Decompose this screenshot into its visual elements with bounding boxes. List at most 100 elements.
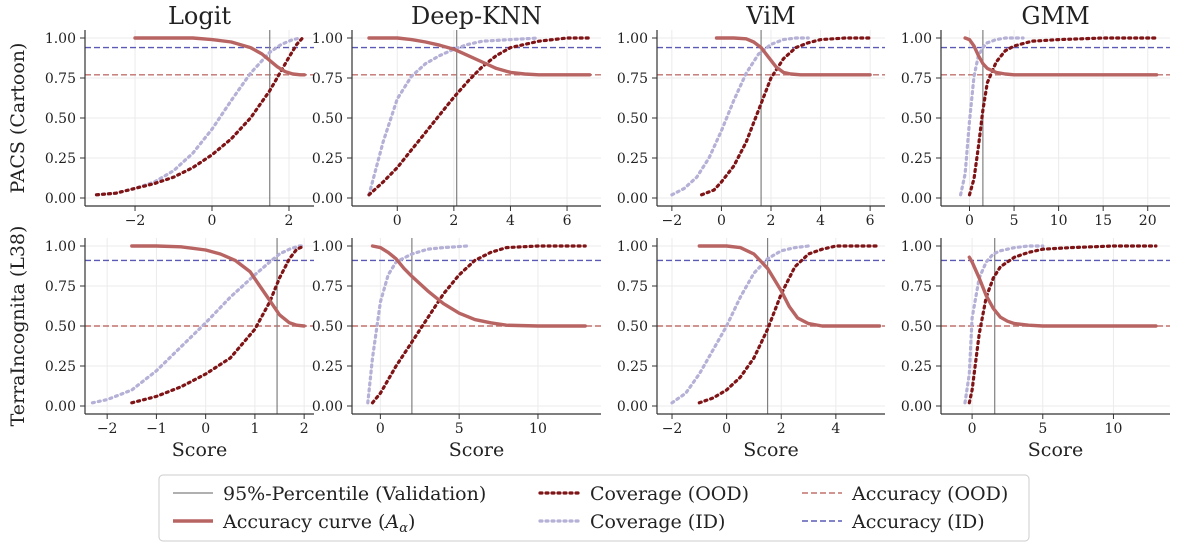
y-tick-label: 0.25 bbox=[45, 151, 76, 167]
y-tick-label: 0.25 bbox=[312, 359, 343, 375]
y-tick-label: 1.00 bbox=[312, 239, 343, 255]
x-tick-label: 2 bbox=[767, 213, 776, 229]
legend: 95%-Percentile (Validation) Accuracy curv… bbox=[158, 474, 1030, 542]
x-tick-label: 5 bbox=[1038, 421, 1047, 437]
x-tick-label: 4 bbox=[831, 421, 840, 437]
y-tick-label: 0.50 bbox=[45, 319, 76, 335]
y-tick-label: 0.00 bbox=[901, 399, 932, 415]
accuracy-curve-series bbox=[697, 244, 882, 328]
y-tick-label: 0.00 bbox=[617, 191, 648, 207]
legend-label-pct: 95%-Percentile (Validation) bbox=[223, 483, 486, 505]
x-tick-label: 10 bbox=[1105, 421, 1123, 437]
row-label: PACS (Cartoon) bbox=[7, 43, 29, 194]
y-tick-label: 0.25 bbox=[617, 359, 648, 375]
x-tick-label: 10 bbox=[529, 421, 547, 437]
accuracy-curve-series bbox=[963, 36, 1159, 77]
accuracy-curve-series bbox=[367, 36, 592, 77]
y-tick-label: 0.00 bbox=[312, 399, 343, 415]
y-tick-label: 1.00 bbox=[45, 239, 76, 255]
y-tick-label: 0.25 bbox=[901, 359, 932, 375]
coverage-id-series bbox=[958, 36, 1025, 197]
y-tick-label: 0.50 bbox=[901, 111, 932, 127]
y-tick-label: 0.25 bbox=[901, 151, 932, 167]
accuracy-curve-series bbox=[130, 244, 306, 328]
x-tick-label: 4 bbox=[506, 213, 515, 229]
coverage-id-series bbox=[963, 244, 1045, 405]
y-tick-label: 0.75 bbox=[45, 71, 76, 87]
x-tick-label: −2 bbox=[97, 421, 118, 437]
y-tick-label: 0.00 bbox=[45, 399, 76, 415]
y-tick-label: 0.75 bbox=[312, 279, 343, 295]
subplot-terraincognita-l38--logit: −2 −1 0 1 2 0.00 0.25 0.50 0.75 1.00 TerraIncognit… bbox=[7, 226, 314, 461]
x-axis-label: Score bbox=[1028, 439, 1083, 461]
x-tick-label: 0 bbox=[393, 213, 402, 229]
accuracy-curve-series bbox=[714, 36, 872, 77]
y-tick-label: 0.50 bbox=[312, 111, 343, 127]
legend-label-acc_id: Accuracy (ID) bbox=[851, 511, 985, 533]
y-tick-label: 1.00 bbox=[617, 239, 648, 255]
x-axis-label: Score bbox=[172, 439, 227, 461]
y-tick-label: 1.00 bbox=[901, 239, 932, 255]
x-tick-label: 2 bbox=[300, 421, 309, 437]
column-title: Logit bbox=[168, 2, 231, 30]
y-tick-label: 0.75 bbox=[312, 71, 343, 87]
y-tick-label: 0.50 bbox=[617, 111, 648, 127]
data-layer bbox=[657, 238, 885, 414]
legend-label-cov_ood: Coverage (OOD) bbox=[590, 483, 749, 505]
y-tick-label: 0.25 bbox=[45, 359, 76, 375]
x-axis-label: Score bbox=[449, 439, 504, 461]
coverage-id-series bbox=[90, 244, 306, 405]
legend-label-cov_id: Coverage (ID) bbox=[590, 511, 725, 533]
x-tick-label: 15 bbox=[1094, 213, 1112, 229]
column-title: GMM bbox=[1021, 2, 1089, 30]
x-tick-label: 6 bbox=[563, 213, 572, 229]
x-tick-label: 10 bbox=[1050, 213, 1068, 229]
y-tick-label: 0.25 bbox=[617, 151, 648, 167]
coverage-ood-series bbox=[130, 244, 306, 405]
y-tick-label: 0.75 bbox=[45, 279, 76, 295]
x-tick-label: −2 bbox=[662, 213, 683, 229]
y-tick-label: 0.25 bbox=[312, 151, 343, 167]
y-tick-label: 0.50 bbox=[312, 319, 343, 335]
x-tick-label: 20 bbox=[1139, 213, 1157, 229]
y-tick-label: 0.75 bbox=[617, 279, 648, 295]
x-tick-label: 0 bbox=[376, 421, 385, 437]
y-tick-label: 0.00 bbox=[312, 191, 343, 207]
subplot-pacs-cartoon--gmm: 0 5 10 15 20 0.00 0.25 0.50 0.75 1.00 GMM bbox=[901, 2, 1170, 229]
coverage-id-series bbox=[366, 244, 469, 405]
x-tick-label: 1 bbox=[250, 421, 259, 437]
data-layer bbox=[941, 30, 1170, 206]
coverage-ood-series bbox=[94, 36, 305, 197]
x-tick-label: −2 bbox=[662, 421, 683, 437]
subplot-pacs-cartoon--logit: −2 0 2 0.00 0.25 0.50 0.75 1.00 Logit PACS (Carto… bbox=[7, 2, 314, 229]
column-title: ViM bbox=[745, 2, 795, 30]
y-tick-label: 0.50 bbox=[617, 319, 648, 335]
x-tick-label: −2 bbox=[125, 213, 146, 229]
data-layer bbox=[352, 30, 601, 206]
subplot-terraincognita-l38--vim: −2 0 2 4 0.00 0.25 0.50 0.75 1.00 Score bbox=[617, 238, 885, 461]
coverage-ood-series bbox=[967, 244, 1158, 405]
x-tick-label: 0 bbox=[201, 421, 210, 437]
column-title: Deep-KNN bbox=[411, 2, 542, 30]
accuracy-curve-series bbox=[967, 255, 1158, 328]
subplot-pacs-cartoon--deep-knn: 0 2 4 6 0.00 0.25 0.50 0.75 1.00 Deep-KNN bbox=[312, 2, 601, 229]
data-layer bbox=[941, 238, 1170, 414]
y-tick-label: 0.50 bbox=[901, 319, 932, 335]
legend-label-acc: Accuracy curve (Aα) bbox=[222, 511, 415, 536]
coverage-id-series bbox=[670, 244, 811, 405]
x-tick-label: 0 bbox=[968, 421, 977, 437]
x-tick-label: 4 bbox=[816, 213, 825, 229]
y-tick-label: 0.00 bbox=[45, 191, 76, 207]
x-tick-label: 2 bbox=[777, 421, 786, 437]
y-tick-label: 1.00 bbox=[45, 31, 76, 47]
x-tick-label: 0 bbox=[965, 213, 974, 229]
coverage-ood-series bbox=[367, 36, 592, 197]
y-tick-label: 0.00 bbox=[901, 191, 932, 207]
subplot-terraincognita-l38--gmm: 0 5 10 0.00 0.25 0.50 0.75 1.00 Score bbox=[901, 238, 1170, 461]
row-label: TerraIncognita (L38) bbox=[7, 226, 29, 427]
coverage-ood-series bbox=[967, 36, 1159, 197]
x-tick-label: 5 bbox=[1010, 213, 1019, 229]
y-tick-label: 1.00 bbox=[312, 31, 343, 47]
